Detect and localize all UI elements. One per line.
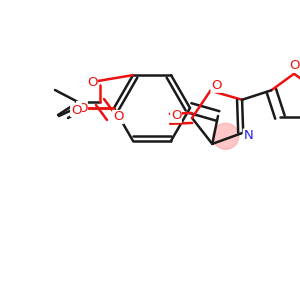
Text: O: O — [211, 79, 222, 92]
Circle shape — [213, 123, 239, 149]
Text: O: O — [171, 109, 181, 122]
Text: O: O — [113, 110, 123, 124]
Text: O: O — [77, 101, 87, 115]
Text: O: O — [289, 59, 299, 72]
Text: O: O — [71, 103, 81, 116]
Text: N: N — [243, 129, 253, 142]
Text: O: O — [87, 76, 97, 88]
